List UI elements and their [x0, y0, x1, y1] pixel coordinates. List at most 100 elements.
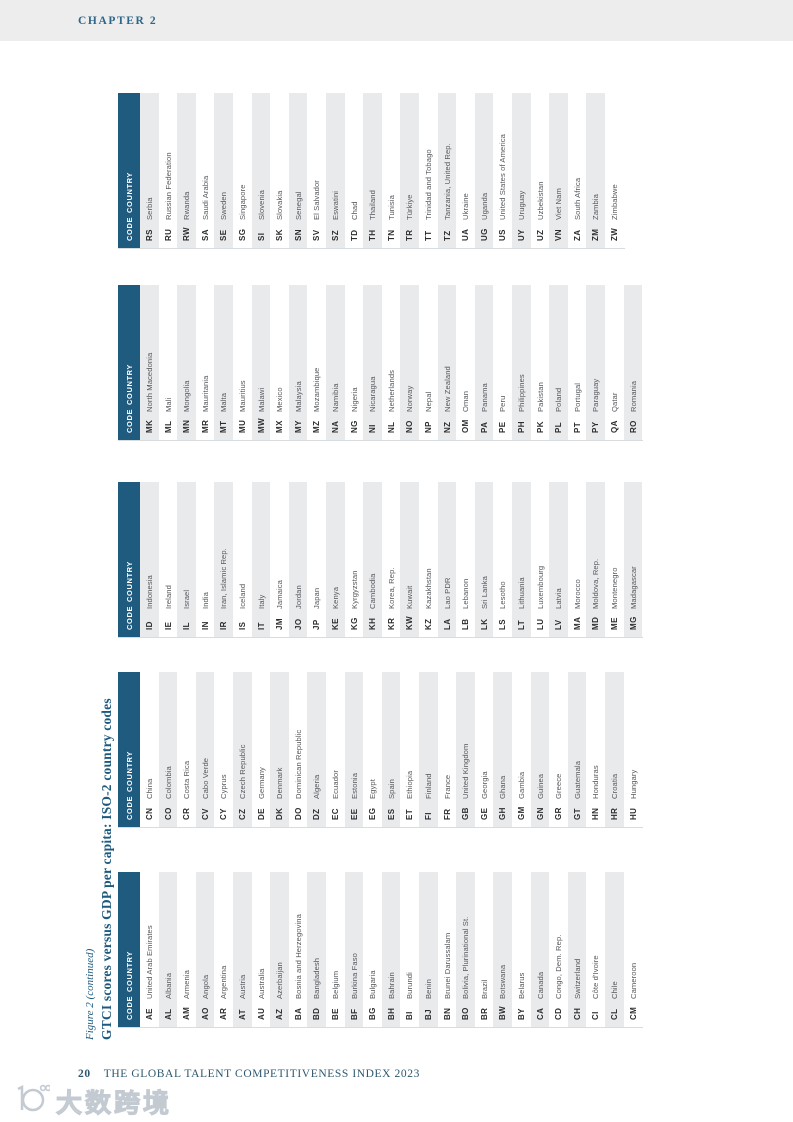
table-header-bar: CODE COUNTRY — [118, 872, 140, 1027]
country-code: AR — [219, 1007, 229, 1020]
country-code: BF — [349, 1008, 359, 1020]
country-column-header: COUNTRY — [124, 363, 134, 405]
page-top-band — [0, 0, 793, 41]
country-code: MY — [293, 420, 303, 433]
table-row: PY Paraguay — [586, 285, 605, 440]
country-name: Japan — [312, 587, 322, 609]
table-row: GH Ghana — [493, 672, 512, 827]
table-row: BG Bulgaria — [363, 872, 382, 1027]
country-name: Algeria — [312, 774, 322, 799]
table-row: DZ Algeria — [307, 672, 326, 827]
country-code: SZ — [330, 229, 340, 241]
country-name: Israel — [181, 589, 191, 609]
country-name: Guatemala — [572, 760, 582, 799]
country-code: PE — [498, 421, 508, 433]
country-code: TH — [367, 229, 377, 241]
country-code: UG — [479, 228, 489, 241]
table-row: RW Rwanda — [177, 93, 196, 248]
country-code: MG — [628, 616, 638, 630]
country-name: Albania — [163, 972, 173, 999]
figure-caption: Figure 2 (continued) — [84, 948, 96, 1040]
country-code: IL — [181, 622, 191, 630]
country-column-header: COUNTRY — [124, 560, 134, 602]
country-name: Eswatini — [330, 190, 340, 220]
country-name: Italy — [256, 594, 266, 609]
country-code: MD — [591, 616, 601, 630]
country-code: SV — [312, 229, 322, 241]
country-name: Oman — [460, 390, 470, 412]
table-row: BW Botswana — [493, 872, 512, 1027]
country-name: United Arab Emirates — [144, 925, 154, 999]
table-row: ME Montenegro — [605, 482, 624, 637]
country-name: Iran, Islamic Rep. — [219, 548, 229, 609]
country-code: BR — [479, 1007, 489, 1020]
watermark: 大数跨境 — [10, 1083, 172, 1120]
table-row: BF Burkina Faso — [344, 872, 364, 1027]
country-code: LK — [479, 618, 489, 630]
country-name: Honduras — [591, 765, 601, 799]
country-name: Malaysia — [293, 381, 303, 412]
country-code: IS — [237, 621, 247, 630]
table-row: JM Jamaica — [270, 482, 289, 637]
table-row: SE Sweden — [214, 93, 233, 248]
table-row: MK North Macedonia — [140, 285, 159, 440]
table-row: GR Greece — [549, 672, 568, 827]
country-code: LV — [553, 619, 563, 630]
table-row: LV Latvia — [549, 482, 568, 637]
country-code: CD — [553, 1007, 563, 1020]
table-row: DK Denmark — [270, 672, 289, 827]
table-row: SZ Eswatini — [326, 93, 345, 248]
country-code: NO — [405, 420, 415, 433]
country-code: AU — [256, 1007, 266, 1020]
table-row: MN Mongolia — [177, 285, 196, 440]
country-code: AM — [181, 1006, 191, 1020]
table-row: ET Ethiopia — [400, 672, 419, 827]
table-row: NZ New Zealand — [437, 285, 457, 440]
watermark-logo-icon — [10, 1084, 52, 1119]
country-code: UY — [516, 229, 526, 241]
country-code: AT — [237, 1009, 247, 1020]
country-code: IR — [219, 621, 229, 630]
country-name: Uzbekistan — [535, 181, 545, 220]
country-name: Bolivia, Plurinational St. — [460, 916, 470, 999]
table-row: QA Qatar — [605, 285, 624, 440]
table-row: SI Slovenia — [251, 93, 271, 248]
country-code: GH — [498, 807, 508, 820]
country-name: Latvia — [553, 588, 563, 609]
table-row: AT Austria — [233, 872, 252, 1027]
country-code: PT — [572, 421, 582, 433]
country-name: Croatia — [609, 773, 619, 799]
chapter-label: CHAPTER 2 — [78, 15, 158, 27]
table-row: GB United Kingdom — [456, 672, 475, 827]
country-name: Cameroon — [628, 962, 638, 999]
country-name: Philippines — [516, 374, 526, 412]
country-code: PY — [591, 421, 601, 433]
country-name: Iceland — [237, 583, 247, 609]
country-code: CA — [535, 1007, 545, 1020]
table-row: RU Russian Federation — [159, 93, 178, 248]
country-code: BW — [498, 1005, 508, 1020]
country-code: JM — [274, 618, 284, 630]
country-code: HU — [628, 807, 638, 820]
country-name: South Africa — [572, 177, 582, 220]
code-table-D: CODE COUNTRY MK North Macedonia ML Mali MN Mong… — [118, 285, 644, 441]
country-name: Madagascar — [628, 566, 638, 609]
code-table-B: CODE COUNTRY CN China CO Colombia CR Costa Rica… — [118, 672, 644, 828]
table-row: TT Trinidad and Tobago — [419, 93, 438, 248]
country-code: GB — [460, 807, 470, 820]
country-name: Chile — [609, 981, 619, 999]
table-row: BR Brazil — [475, 872, 494, 1027]
country-code: TR — [405, 229, 415, 241]
country-name: Bahrain — [386, 972, 396, 999]
table-row: KG Kyrgyzstan — [345, 482, 364, 637]
country-name: Burkina Faso — [349, 953, 359, 999]
table-row: IS Iceland — [233, 482, 252, 637]
country-code: JO — [293, 618, 303, 630]
country-name: Kuwait — [405, 585, 415, 609]
table-header-bar: CODE COUNTRY — [118, 93, 140, 248]
country-name: Canada — [535, 971, 545, 999]
country-name: Poland — [553, 387, 563, 412]
country-name: Guinea — [535, 773, 545, 799]
table-row: CY Cyprus — [214, 672, 233, 827]
table-row: KE Kenya — [326, 482, 345, 637]
